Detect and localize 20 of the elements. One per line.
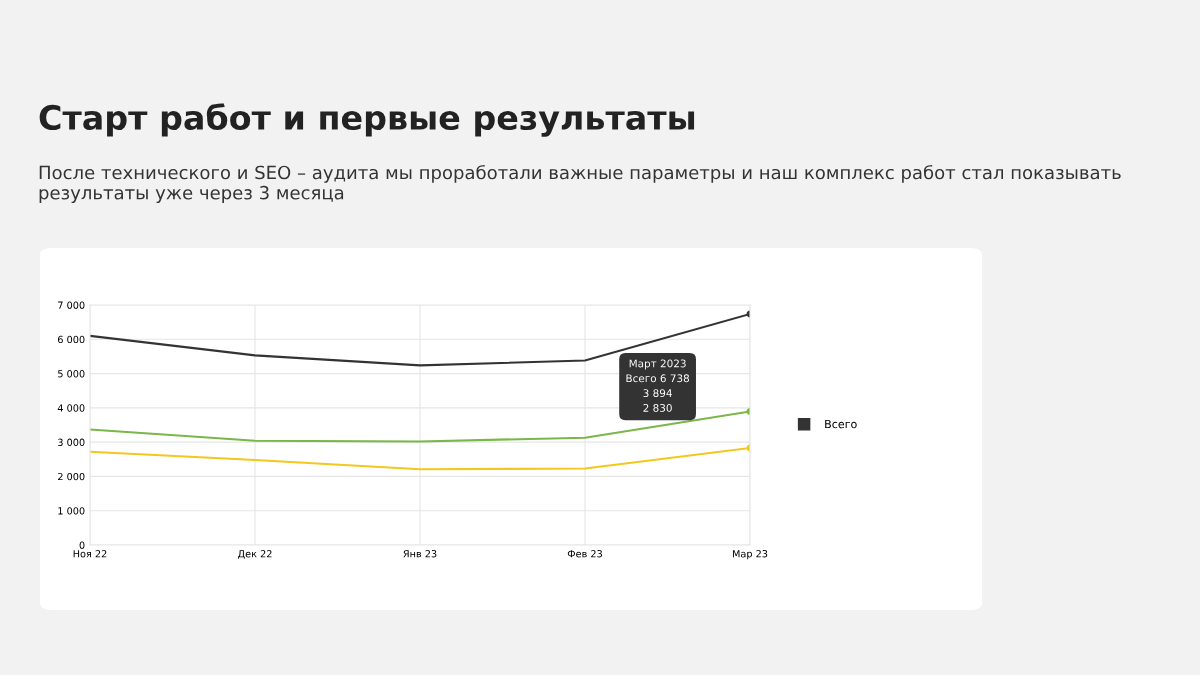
x-tick-label: Янв 23 <box>403 550 437 558</box>
legend-label: Всего <box>825 419 857 429</box>
y-tick-label: 4 000 <box>57 404 85 412</box>
annotation: 3 894 <box>643 389 672 398</box>
x-tick-label: Ноя 22 <box>73 550 107 558</box>
y-tick-label: 0 <box>79 541 85 549</box>
annotation: 2 830 <box>643 403 672 412</box>
x-tick-label: Фев 23 <box>567 550 602 558</box>
y-tick-label: 2 000 <box>58 472 85 481</box>
x-tick-label: Мар 23 <box>732 550 768 560</box>
x-tick-label: Дек 22 <box>238 550 272 559</box>
y-tick-label: 7 000 <box>58 301 85 309</box>
y-tick-label: 1 000 <box>58 507 85 515</box>
chart-subtitle: После технического и SEO – аудита мы проработали важные параметры и наш комплекс работ стал показывать результаты уже через 3 месяца <box>39 165 1121 203</box>
y-tick-label: 5 000 <box>58 370 85 378</box>
chart-title: Старт работ и первые результаты <box>39 103 695 137</box>
annotation: Март 2023 <box>629 359 686 370</box>
y-tick-label: 3 000 <box>58 438 85 446</box>
annotation: Всего 6 738 <box>626 374 690 383</box>
y-tick-label: 6 000 <box>57 335 85 344</box>
